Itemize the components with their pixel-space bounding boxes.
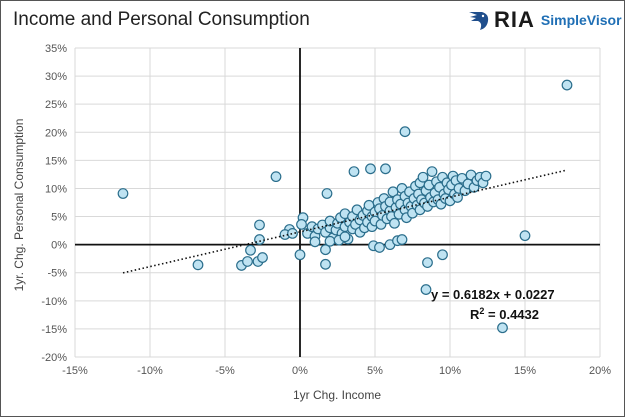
r2-value: = 0.4432 (484, 307, 539, 322)
data-point (192, 259, 204, 271)
y-tick-label: 25% (45, 99, 67, 111)
y-tick-label: -15% (41, 324, 67, 336)
data-point (324, 235, 336, 247)
data-point (309, 236, 321, 248)
data-point (257, 252, 268, 263)
logo-simplevisor-text: SimpleVisor (540, 12, 622, 28)
data-point (396, 234, 408, 245)
data-point (339, 231, 351, 243)
logo-ria-text: RIA (494, 7, 535, 32)
data-point (348, 166, 360, 178)
x-tick-label: -15% (62, 365, 88, 377)
data-point (294, 249, 306, 261)
x-tick-label: 15% (514, 365, 536, 377)
data-point (245, 244, 256, 256)
x-tick-label: 20% (589, 365, 611, 377)
data-point (480, 170, 492, 182)
data-point (374, 242, 385, 253)
data-point (389, 217, 400, 229)
data-point (561, 79, 573, 91)
y-tick-label: 10% (45, 183, 67, 195)
data-point (497, 322, 508, 334)
data-point (254, 219, 265, 231)
r2-superscript: 2 (479, 306, 484, 316)
data-point (399, 126, 411, 138)
data-point (320, 244, 331, 256)
regression-equation: y = 0.6182x + 0.0227 (431, 287, 555, 302)
data-point (380, 163, 391, 175)
data-point (365, 163, 376, 175)
data-point (422, 257, 433, 269)
r-squared-label: R2 = 0.4432 (470, 306, 539, 322)
ria-simplevisor-logo: RIA SimpleVisor (468, 7, 622, 33)
data-point (420, 284, 432, 295)
x-tick-label: 5% (367, 365, 383, 377)
y-tick-label: 5% (51, 212, 67, 224)
y-tick-label: -5% (47, 268, 67, 280)
data-point (254, 234, 265, 245)
y-tick-label: 35% (45, 43, 67, 55)
y-tick-label: 0% (51, 240, 67, 252)
x-tick-label: -10% (137, 365, 163, 377)
data-point (437, 249, 448, 261)
data-point (426, 166, 438, 178)
data-point (320, 258, 331, 270)
y-tick-label: 20% (45, 127, 67, 139)
y-axis-label: 1yr. Chg. Personal Consumption (12, 119, 26, 292)
data-point (242, 256, 253, 267)
data-point (417, 171, 429, 183)
x-tick-label: -5% (215, 365, 235, 377)
chart-title: Income and Personal Consumption (13, 9, 310, 30)
eagle-icon (469, 12, 489, 30)
data-point (117, 188, 129, 199)
data-point (321, 188, 333, 199)
data-point (287, 227, 298, 239)
x-axis-label: 1yr Chg. Income (293, 388, 381, 402)
y-tick-label: -10% (41, 296, 67, 308)
y-tick-label: 15% (45, 155, 67, 167)
data-point (296, 219, 307, 230)
r2-r: R (470, 307, 480, 322)
y-tick-label: 30% (45, 71, 67, 83)
x-tick-label: 0% (292, 365, 308, 377)
data-point (519, 230, 531, 242)
x-tick-label: 10% (439, 365, 461, 377)
y-tick-label: -20% (41, 352, 67, 364)
data-point (270, 171, 282, 183)
